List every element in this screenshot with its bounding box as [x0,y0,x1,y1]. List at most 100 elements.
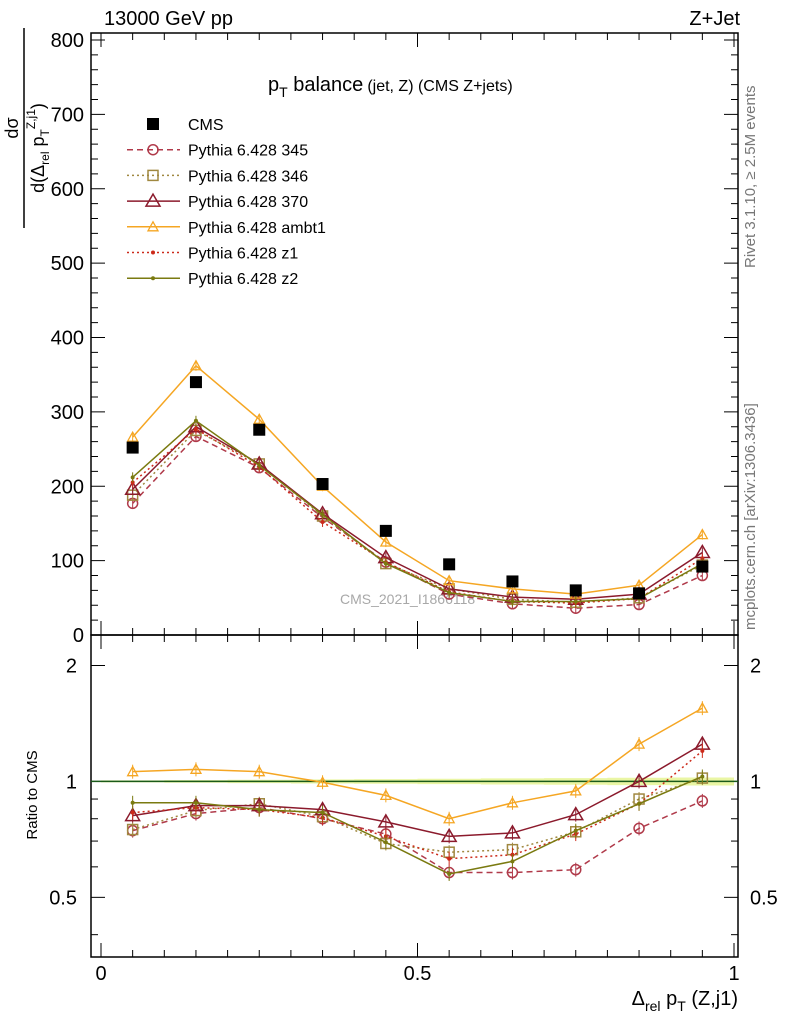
data-point [510,599,515,604]
legend-marker [146,220,160,232]
data-point [696,560,709,573]
plot-title: pT balance (jet, Z) (CMS Z+jets) [268,74,513,100]
data-point [316,478,329,491]
series-line [132,425,703,601]
legend-marker [147,143,159,156]
main-series-pythia-6-428-ambt1 [126,359,709,600]
data-point [696,701,709,713]
data-point [189,376,202,389]
ratio-y-tick-label-right: 0.5 [750,887,778,909]
data-point [320,519,325,524]
data-point [696,528,709,540]
data-point [633,822,645,835]
header-analysis-label: Z+Jet [689,8,740,30]
x-axis-label: Δrel pT (Z,j1) [632,988,738,1014]
main-y-tick-label: 200 [51,476,84,498]
data-point [630,772,648,788]
data-point [569,584,582,597]
series-line [132,428,703,604]
legend-label: Pythia 6.428 370 [188,194,308,211]
x-tick-label: 1 [728,963,739,985]
series-line [132,419,703,603]
legend-label: Pythia 6.428 346 [188,168,308,185]
svg-text:dσ: dσ [2,117,22,138]
series-line [132,800,703,874]
data-point [379,789,392,801]
data-point [257,807,262,812]
data-point [700,774,705,779]
data-point [193,800,198,805]
main-y-tick-label: 400 [51,328,84,350]
series-line [132,775,703,875]
series-line [132,707,703,820]
data-point [126,823,139,836]
data-point [377,813,395,828]
analysis-watermark: CMS_2021_I1866118 [340,591,475,607]
data-point [633,587,646,600]
ratio-y-tick-label: 2 [66,655,77,677]
data-point [506,796,519,808]
data-point [320,810,325,815]
ratio-series-pythia-6-428-z2 [130,769,705,881]
data-point [253,765,266,777]
data-point [447,590,452,595]
legend-entry: Pythia 6.428 346 [127,168,308,185]
legend-entry: Pythia 6.428 370 [127,192,308,211]
x-tick-label: 0.5 [404,963,432,985]
legend-label: Pythia 6.428 z2 [188,271,298,288]
legend-label: Pythia 6.428 z1 [188,246,298,263]
ratio-y-tick-label-right: 2 [750,655,761,677]
ratio-series-pythia-6-428-ambt1 [126,701,709,826]
data-point [510,859,515,864]
data-point [504,824,521,839]
data-point [506,575,519,588]
ratio-series-pythia-6-428-370 [124,735,711,844]
main-y-tick-label: 100 [51,551,84,573]
data-point [440,827,458,843]
main-y-tick-label: 600 [51,179,84,201]
data-point [696,795,709,807]
data-point [443,812,456,824]
data-point [567,806,585,821]
main-series-pythia-6-428-346 [126,424,709,609]
data-point [253,412,266,424]
data-point [316,775,329,787]
data-point [700,748,705,753]
series-line [132,364,703,595]
data-point [124,480,141,495]
data-point [379,524,392,537]
legend-entry: Pythia 6.428 z2 [127,271,298,288]
series-line [132,777,703,853]
data-point [447,856,452,861]
legend-marker [147,169,159,182]
data-point [126,765,139,777]
main-y-axis-label: dσ d(Δrel pTZ,j1) [2,28,52,228]
main-y-tick-label: 800 [51,30,84,52]
data-point [130,480,135,485]
data-point [130,475,135,480]
legend-entry: CMS [147,117,224,134]
main-series-pythia-6-428-z1 [130,423,705,609]
data-point [320,512,325,517]
ratio-y-tick-label: 1 [66,771,77,793]
data-point [443,574,456,586]
data-point [130,810,135,815]
main-y-tick-label: 300 [51,402,84,424]
main-y-tick-label: 500 [51,253,84,275]
legend-marker [147,118,159,130]
ratio-y-tick-label-right: 1 [750,771,761,793]
legend-label: CMS [188,117,224,134]
data-point [506,582,519,594]
data-point [573,828,578,833]
data-point [126,430,139,442]
header-process-label: 13000 GeV pp [104,8,233,30]
data-point [130,800,135,805]
series-line [132,750,703,860]
series-line [132,743,703,838]
data-point [126,441,139,454]
data-point [447,871,452,876]
data-point [443,558,456,571]
data-point [189,762,203,774]
data-point [257,463,262,468]
